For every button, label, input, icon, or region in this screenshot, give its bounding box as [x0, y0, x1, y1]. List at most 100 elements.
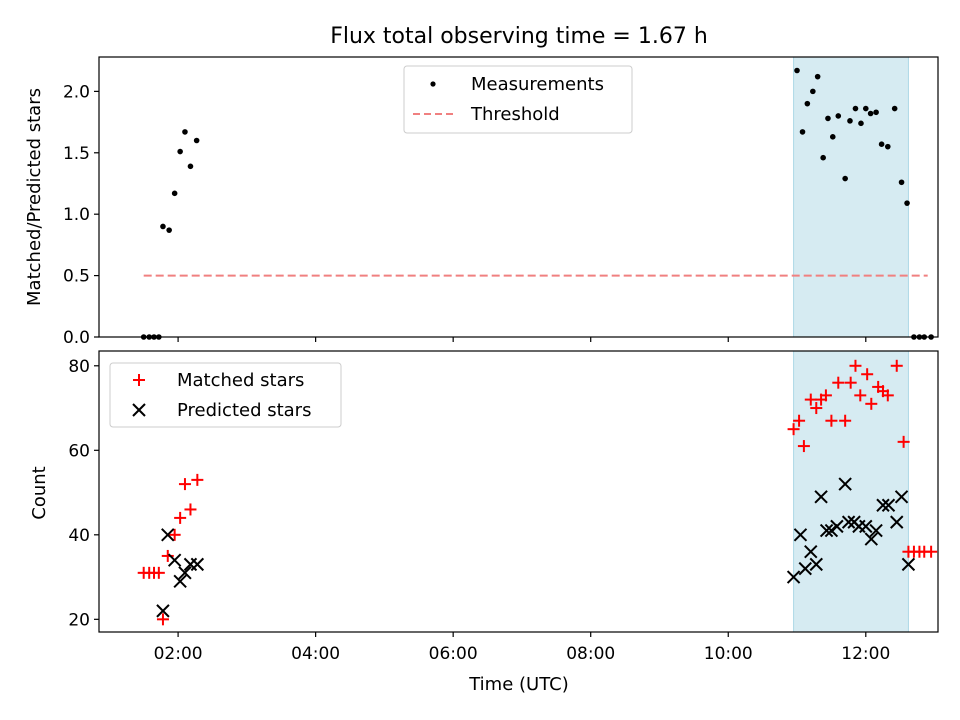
data-point-measurements	[810, 88, 816, 95]
data-point-matched-stars	[810, 402, 823, 415]
data-point-measurements	[891, 105, 898, 112]
data-point-predicted-stars	[190, 557, 205, 572]
marker-stroke	[161, 528, 175, 542]
data-point-measurements	[847, 118, 853, 124]
data-point-matched-stars	[861, 368, 874, 381]
data-point-measurements	[835, 113, 842, 119]
data-point-measurements	[814, 73, 821, 80]
data-point-measurements	[862, 105, 869, 112]
data-point-predicted-stars	[830, 519, 844, 534]
data-point-measurements	[160, 223, 166, 230]
marker-stroke	[841, 515, 856, 529]
data-point-measurements	[852, 105, 859, 112]
data-point-matched-stars	[191, 473, 204, 486]
marker-stroke	[178, 566, 192, 580]
data-point-predicted-stars	[804, 545, 818, 559]
y-tick-label: 20	[68, 610, 90, 630]
data-point-matched-stars	[174, 511, 187, 524]
x-tick-label: 12:00	[841, 644, 890, 664]
data-point-measurements	[904, 200, 910, 206]
data-point-measurements	[898, 179, 905, 186]
bottom-x-ticks: 02:00 04:00 06:00 08:00 10:00 12:00	[154, 632, 890, 664]
data-point-matched-stars	[925, 545, 938, 558]
data-point-matched-stars	[184, 503, 197, 516]
legend-label-predicted-stars: Predicted stars	[177, 400, 311, 421]
marker-stroke	[814, 490, 828, 504]
legend-marker-measurements	[430, 81, 436, 87]
top-axes-frame	[98, 56, 939, 338]
y-tick-label: 1.0	[63, 205, 90, 225]
marker-stroke	[173, 574, 187, 589]
x-tick-label: 04:00	[291, 644, 340, 664]
y-tick-label: 1.5	[63, 144, 90, 164]
data-point-predicted-stars	[894, 490, 909, 504]
data-point-measurements	[842, 175, 848, 182]
marker-stroke	[167, 553, 182, 567]
data-point-predicted-stars	[161, 528, 175, 542]
bottom-legend: Matched stars Predicted stars	[109, 362, 342, 428]
data-point-predicted-stars	[838, 477, 852, 491]
data-point-predicted-stars	[869, 523, 883, 538]
data-point-matched-stars	[804, 393, 817, 406]
y-tick-label: 2.0	[63, 82, 90, 102]
marker-stroke	[190, 557, 205, 572]
bottom-points-layer	[137, 359, 938, 626]
data-point-predicted-stars	[167, 553, 182, 567]
top-x-ticks	[177, 337, 867, 342]
data-point-matched-stars	[819, 389, 832, 402]
marker-stroke	[901, 557, 916, 572]
data-point-predicted-stars	[859, 519, 873, 534]
y-tick-label: 60	[68, 441, 90, 461]
data-point-matched-stars	[168, 528, 181, 541]
data-point-matched-stars	[797, 440, 810, 453]
data-point-predicted-stars	[890, 515, 904, 529]
top-y-axis-label: Matched/Predicted stars	[24, 88, 45, 306]
bottom-highlight-span	[793, 350, 909, 633]
y-tick-label: 0.0	[63, 328, 90, 348]
data-point-measurements	[794, 67, 800, 74]
marker-stroke	[793, 528, 808, 542]
marker-stroke	[881, 498, 896, 512]
marker-stroke	[830, 519, 844, 534]
top-legend: Measurements Threshold	[403, 65, 633, 134]
data-point-measurements	[825, 115, 831, 122]
marker-stroke	[876, 498, 890, 512]
x-tick-label: 06:00	[429, 644, 478, 664]
data-point-measurements	[187, 163, 194, 170]
y-tick-label: 0.5	[63, 267, 90, 287]
bottom-axes-frame	[98, 350, 939, 633]
data-point-predicted-stars	[793, 528, 808, 542]
data-point-measurements	[804, 100, 811, 107]
data-point-measurements	[873, 109, 879, 116]
top-highlight-span	[793, 56, 909, 338]
x-tick-label: 10:00	[704, 644, 753, 664]
legend-label-threshold: Threshold	[470, 104, 560, 125]
data-point-predicted-stars	[841, 515, 856, 529]
data-point-measurements	[799, 129, 806, 135]
data-point-matched-stars	[839, 414, 852, 427]
data-point-matched-stars	[793, 414, 806, 427]
data-point-predicted-stars	[156, 604, 170, 618]
marker-stroke	[786, 570, 801, 584]
marker-stroke	[809, 557, 823, 572]
data-point-matched-stars	[825, 414, 838, 427]
data-point-measurements	[182, 129, 188, 135]
legend-label-measurements: Measurements	[471, 74, 604, 95]
data-point-measurements	[878, 141, 885, 147]
data-point-matched-stars	[897, 435, 910, 448]
legend-marker-matched-stars	[133, 374, 145, 386]
data-point-measurements	[884, 143, 891, 150]
top-legend-box	[403, 65, 633, 134]
top-points-layer	[140, 67, 934, 340]
data-point-measurements	[171, 190, 178, 197]
marker-stroke	[894, 490, 909, 504]
marker-stroke	[890, 515, 904, 529]
bottom-y-axis-label: Count	[29, 466, 50, 519]
data-point-predicted-stars	[798, 561, 812, 576]
data-point-predicted-stars	[809, 557, 823, 572]
data-point-predicted-stars	[178, 566, 192, 580]
data-point-measurements	[177, 148, 183, 155]
marker-stroke	[864, 532, 878, 546]
